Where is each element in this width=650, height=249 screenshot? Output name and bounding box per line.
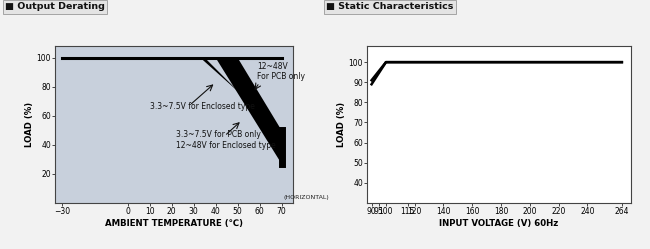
Polygon shape bbox=[62, 58, 281, 164]
Text: ■ Output Derating: ■ Output Derating bbox=[5, 2, 105, 11]
X-axis label: AMBIENT TEMPERATURE (℃): AMBIENT TEMPERATURE (℃) bbox=[105, 219, 243, 228]
Polygon shape bbox=[62, 58, 281, 135]
X-axis label: INPUT VOLTAGE (V) 60Hz: INPUT VOLTAGE (V) 60Hz bbox=[439, 219, 558, 228]
Text: 3.3~7.5V for Enclosed type: 3.3~7.5V for Enclosed type bbox=[150, 102, 255, 111]
Text: 12~48V
For PCB only: 12~48V For PCB only bbox=[257, 62, 306, 81]
Y-axis label: LOAD (%): LOAD (%) bbox=[337, 102, 346, 147]
Text: (HORIZONTAL): (HORIZONTAL) bbox=[283, 195, 330, 200]
Y-axis label: LOAD (%): LOAD (%) bbox=[25, 102, 34, 147]
Text: ■ Static Characteristics: ■ Static Characteristics bbox=[326, 2, 454, 11]
Text: 3.3~7.5V for PCB only
12~48V for Enclosed type: 3.3~7.5V for PCB only 12~48V for Enclose… bbox=[176, 130, 276, 150]
